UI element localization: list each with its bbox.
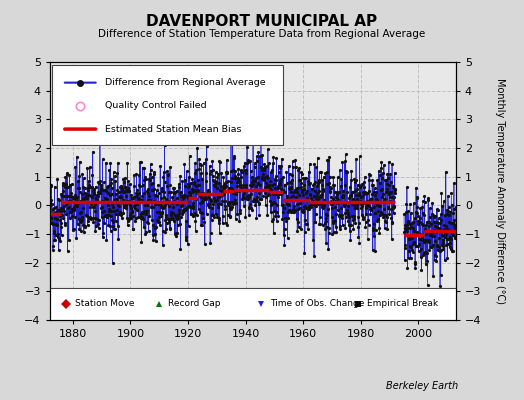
- Text: DAVENPORT MUNICIPAL AP: DAVENPORT MUNICIPAL AP: [146, 14, 378, 30]
- Y-axis label: Monthly Temperature Anomaly Difference (°C): Monthly Temperature Anomaly Difference (…: [495, 78, 505, 304]
- Text: Time of Obs. Change: Time of Obs. Change: [270, 299, 364, 308]
- FancyBboxPatch shape: [52, 64, 283, 144]
- Text: Berkeley Earth: Berkeley Earth: [386, 381, 458, 391]
- Text: Difference from Regional Average: Difference from Regional Average: [105, 78, 265, 87]
- Text: Quality Control Failed: Quality Control Failed: [105, 101, 206, 110]
- Text: Record Gap: Record Gap: [168, 299, 221, 308]
- Text: Station Move: Station Move: [75, 299, 135, 308]
- Text: Estimated Station Mean Bias: Estimated Station Mean Bias: [105, 124, 241, 134]
- Text: Difference of Station Temperature Data from Regional Average: Difference of Station Temperature Data f…: [99, 29, 425, 39]
- Text: Empirical Break: Empirical Break: [367, 299, 439, 308]
- FancyBboxPatch shape: [50, 288, 456, 320]
